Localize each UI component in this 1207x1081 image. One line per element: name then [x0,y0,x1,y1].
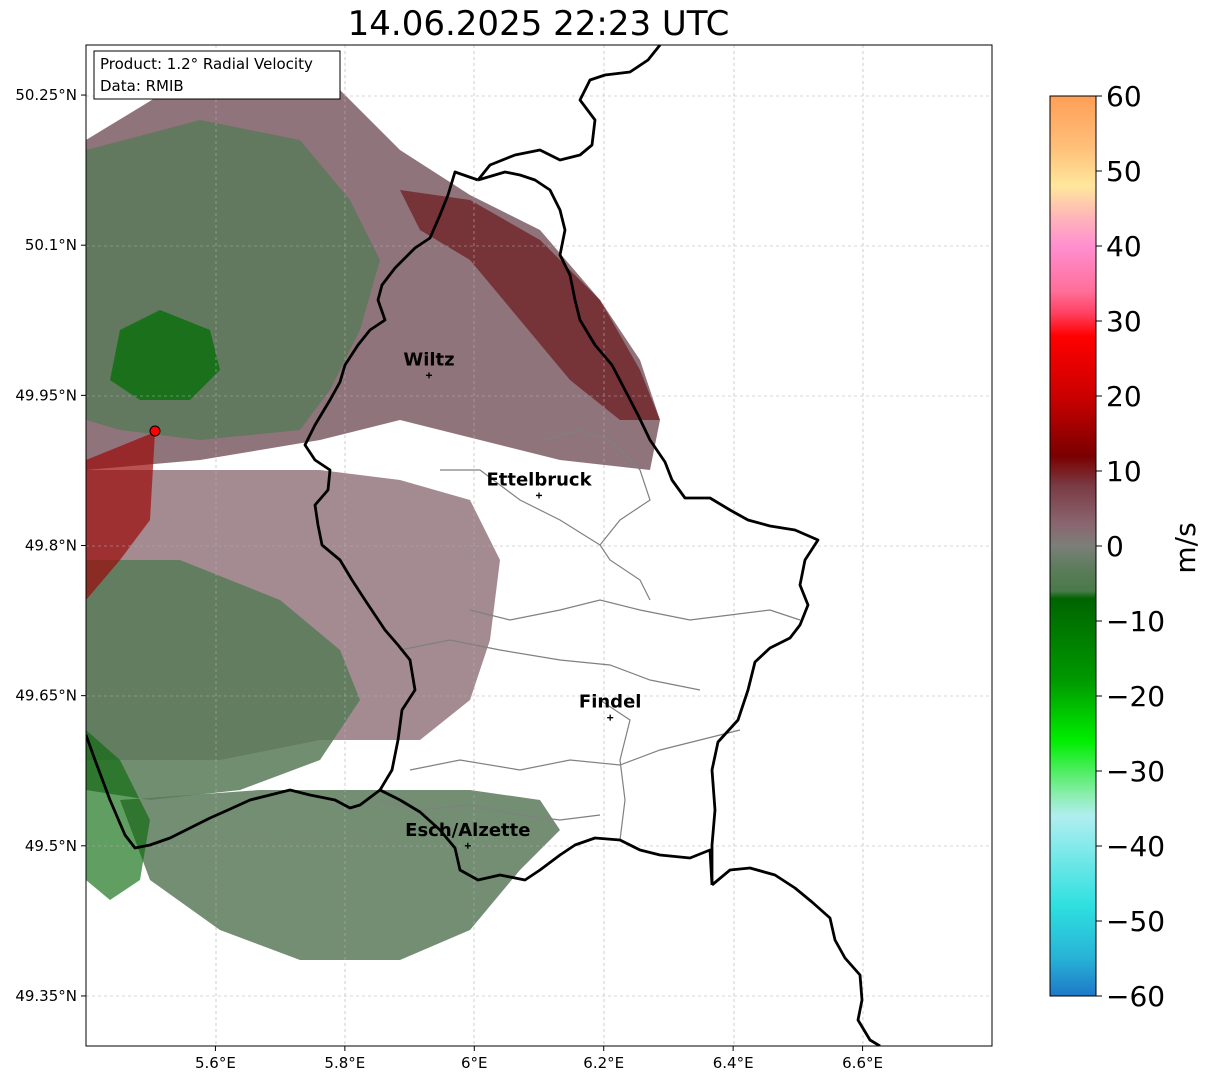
y-tick-label: 49.95°N [15,386,77,404]
canton-line-6 [599,699,631,841]
city-labels: Wiltz Ettelbruck Findel Esch/Alzette [403,349,642,849]
x-tick-label: 6.4°E [713,1054,754,1072]
colorbar-tick-label: 40 [1106,230,1142,263]
city-marker [607,714,614,721]
city-label: Findel [579,692,642,713]
city-marker [464,842,471,849]
colorbar-tick-label: −60 [1106,980,1165,1013]
x-tick-label: 5.8°E [324,1054,365,1072]
info-source: Data: RMIB [100,77,184,95]
info-box: Product: 1.2° Radial Velocity Data: RMIB [93,50,341,100]
canton-line-3 [469,599,801,621]
echo-field-far-west-south [86,730,150,900]
x-axis-ticks: 5.6°E 5.8°E 6°E 6.2°E 6.4°E 6.6°E [195,1046,883,1072]
canton-line-4 [399,639,701,691]
x-tick-label: 6.6°E [842,1054,883,1072]
city-marker [536,492,542,499]
plot-area: Wiltz Ettelbruck Findel Esch/Alzette Produc… [85,44,993,1047]
colorbar-tick-label: 20 [1106,380,1142,413]
colorbar-label: m/s [1169,522,1202,573]
y-tick-label: 49.35°N [15,987,77,1005]
gridlines [86,45,992,1046]
colorbar-tick-label: 10 [1106,455,1142,488]
city-marker [425,372,432,379]
border-be-lu [86,170,479,850]
border-lu-fr [379,788,714,886]
colorbar-tick-label: −20 [1106,680,1165,713]
y-tick-label: 49.8°N [25,537,77,555]
city-label: Wiltz [403,349,454,370]
national-borders [86,45,881,1046]
radar-echoes [86,70,660,960]
radar-site-marker [149,425,161,437]
echo-field-inbound-south [86,560,360,800]
colorbar-tick-label: −30 [1106,755,1165,788]
y-tick-label: 50.25°N [15,86,77,104]
colorbar-tick-label: 0 [1106,530,1124,563]
colorbar-tick-label: 30 [1106,305,1142,338]
info-product: Product: 1.2° Radial Velocity [100,55,313,73]
colorbar: 60 50 40 30 20 10 0 −10 −20 −30 −40 −50 −60 m/s [1049,80,1202,1013]
echo-field-outbound-strong [400,190,660,420]
colorbar-ticks: 60 50 40 30 20 10 0 −10 −20 −30 −40 −50 −60 [1096,80,1165,1013]
border-de-fr [711,866,881,1046]
canton-line-1 [544,429,651,601]
y-axis-ticks: 50.25°N 50.1°N 49.95°N 49.8°N 49.65°N 49.5°N 4… [15,86,86,1005]
colorbar-scale [1049,95,1097,997]
x-tick-label: 5.6°E [195,1054,236,1072]
canton-line-5 [409,729,741,771]
colorbar-tick-label: −10 [1106,605,1165,638]
info-box-frame [93,50,341,100]
colorbar-tick-label: 60 [1106,80,1142,113]
x-tick-label: 6°E [461,1054,488,1072]
x-tick-label: 6.2°E [583,1054,624,1072]
y-tick-label: 49.5°N [25,837,77,855]
colorbar-tick-label: 50 [1106,155,1142,188]
echo-radial-spokes [86,432,155,600]
colorbar-tick-label: −40 [1106,830,1165,863]
canton-borders [379,429,801,841]
border-lu-de [477,170,820,885]
canton-line-2 [440,469,601,546]
y-tick-label: 50.1°N [25,236,77,254]
echo-field-inbound-core [110,310,220,400]
colorbar-tick-label: −50 [1106,905,1165,938]
city-label: Esch/Alzette [405,820,530,841]
echo-field-southeast [120,790,560,960]
y-tick-label: 49.65°N [15,687,77,705]
map-title: 14.06.2025 22:23 UTC [347,4,730,44]
city-label: Ettelbruck [486,469,592,490]
border-be-de [476,45,662,181]
